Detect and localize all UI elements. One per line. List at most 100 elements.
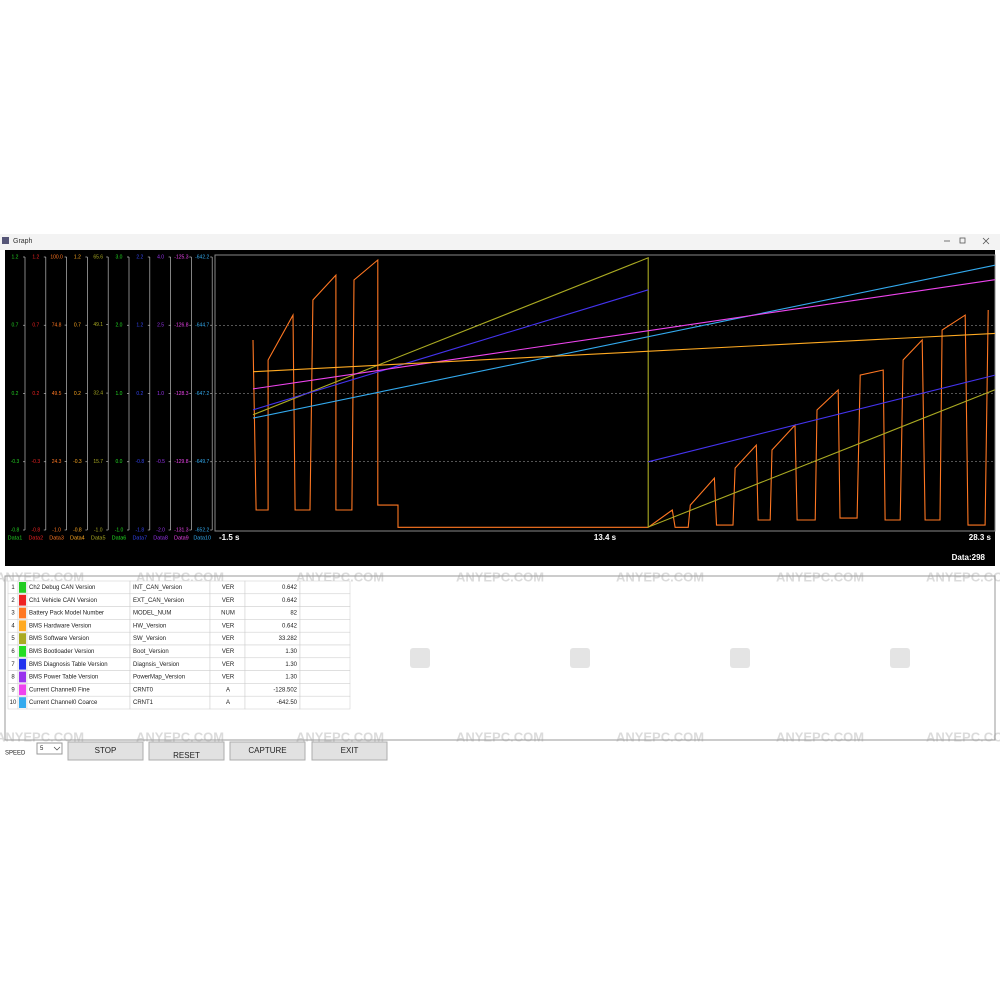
- watermark: ANYEPC.COM: [296, 569, 384, 584]
- axis-tick-label: 0.7: [74, 323, 81, 329]
- row-code: CRNT1: [133, 700, 154, 706]
- color-swatch: [19, 594, 26, 606]
- table-cell: [299, 606, 351, 620]
- axis-name: Data9: [174, 535, 189, 541]
- watermark: ANYEPC.COM: [456, 729, 544, 744]
- row-value: 82: [290, 611, 297, 617]
- row-unit: VER: [222, 598, 235, 604]
- axis-tick-label: 65.6: [93, 254, 103, 260]
- row-value: 0.642: [282, 598, 298, 604]
- speed-select[interactable]: 5: [36, 742, 63, 755]
- axis-tick-label: 1.2: [32, 254, 39, 260]
- row-unit: A: [226, 687, 230, 693]
- button-face[interactable]: [148, 741, 225, 761]
- axis-tick-label: -0.8: [11, 527, 20, 533]
- watermark: ANYEPC.COM: [776, 729, 864, 744]
- button-face[interactable]: [229, 741, 306, 761]
- axis-tick-label: 1.0: [157, 391, 164, 397]
- watermark: ANYEPC.COM: [296, 729, 384, 744]
- row-number: 7: [11, 662, 15, 668]
- axis-tick-label: 24.3: [52, 459, 62, 465]
- axis-tick-label: -125.3: [174, 254, 188, 260]
- window-buttons[interactable]: [944, 237, 990, 245]
- axis-name: Data1: [8, 535, 23, 541]
- axis-tick-label: 1.2: [12, 254, 19, 260]
- watermark: ANYEPC.COM: [776, 569, 864, 584]
- watermark: ANYEPC.COM: [616, 729, 704, 744]
- row-number: 9: [11, 687, 15, 693]
- axis-tick-label: -0.3: [73, 459, 82, 465]
- axis-tick-label: -0.8: [73, 527, 82, 533]
- button[interactable]: RESET: [148, 741, 225, 761]
- row-value: 0.642: [282, 585, 298, 591]
- axis-tick-label: 0.7: [32, 323, 39, 329]
- color-swatch: [19, 684, 26, 696]
- row-unit: VER: [222, 662, 235, 668]
- watermark: ANYEPC.COM: [456, 569, 544, 584]
- button-face[interactable]: [67, 741, 144, 761]
- window-icon: [2, 237, 9, 244]
- axis-tick-label: 0.2: [136, 391, 143, 397]
- watermark-logo: [570, 648, 590, 668]
- button-label: RESET: [173, 751, 200, 760]
- axis-tick-label: -642.2: [195, 254, 209, 260]
- axis-name: Data4: [70, 535, 85, 541]
- axis-tick-label: -1.0: [52, 527, 61, 533]
- axis-tick-label: 0.7: [12, 323, 19, 329]
- select-box[interactable]: [36, 742, 63, 755]
- axis-name: Data10: [193, 535, 211, 541]
- watermark: ANYEPC.COM: [136, 569, 224, 584]
- row-code: EXT_CAN_Version: [133, 598, 184, 604]
- row-code: MODEL_NUM: [133, 611, 171, 617]
- axis-tick-label: -1.0: [94, 527, 103, 533]
- button[interactable]: STOP: [67, 741, 144, 761]
- row-name: BMS Hardware Version: [29, 623, 91, 629]
- button-label: EXIT: [341, 746, 359, 755]
- maximize[interactable]: [959, 237, 966, 244]
- axis-tick-label: -2.0: [156, 527, 165, 533]
- axis-tick-label: 32.4: [93, 390, 103, 396]
- row-code: SW_Version: [133, 636, 166, 642]
- row-name: BMS Power Table Version: [29, 675, 98, 681]
- plot-frame: [214, 254, 996, 532]
- color-swatch: [19, 697, 26, 708]
- row-code: Diagnsis_Version: [133, 662, 179, 668]
- trace-line: [252, 258, 989, 528]
- row-value: -128.502: [273, 687, 297, 693]
- button-label: STOP: [95, 746, 117, 755]
- x-tick-label: 13.4 s: [594, 533, 617, 542]
- axis-tick-label: -0.5: [156, 459, 165, 465]
- row-unit: VER: [222, 623, 235, 629]
- row-value: 1.30: [285, 649, 297, 655]
- color-swatch: [19, 633, 26, 644]
- axis-tick-label: -644.7: [195, 323, 209, 329]
- button[interactable]: CAPTURE: [229, 741, 306, 761]
- button[interactable]: EXIT: [311, 741, 388, 761]
- row-number: 5: [11, 636, 15, 642]
- row-number: 8: [11, 675, 15, 681]
- trace-line: [252, 289, 996, 463]
- trace-line: [252, 256, 996, 528]
- color-swatch: [19, 671, 26, 683]
- select-arrow: [53, 746, 61, 751]
- color-swatch: [19, 582, 26, 593]
- axis-tick-label: -0.3: [31, 459, 40, 465]
- row-name: BMS Bootloader Version: [29, 649, 94, 655]
- axis-name: Data7: [132, 535, 147, 541]
- color-swatch: [19, 607, 26, 619]
- axis-tick-label: 4.0: [157, 254, 164, 260]
- row-number: 1: [11, 585, 15, 591]
- row-number: 4: [11, 623, 15, 629]
- button-face[interactable]: [311, 741, 388, 761]
- axis-tick-label: 0.2: [32, 391, 39, 397]
- color-swatch: [19, 658, 26, 670]
- row-name: Ch2 Debug CAN Version: [29, 585, 95, 591]
- row-code: CRNT0: [133, 687, 154, 693]
- axis-tick-label: 2.5: [157, 323, 164, 329]
- axis-tick-label: -0.3: [11, 459, 20, 465]
- close[interactable]: [982, 237, 990, 245]
- axis-tick-label: 49.1: [93, 322, 103, 328]
- axis-tick-label: 2.2: [136, 254, 143, 260]
- row-code: HW_Version: [133, 623, 166, 629]
